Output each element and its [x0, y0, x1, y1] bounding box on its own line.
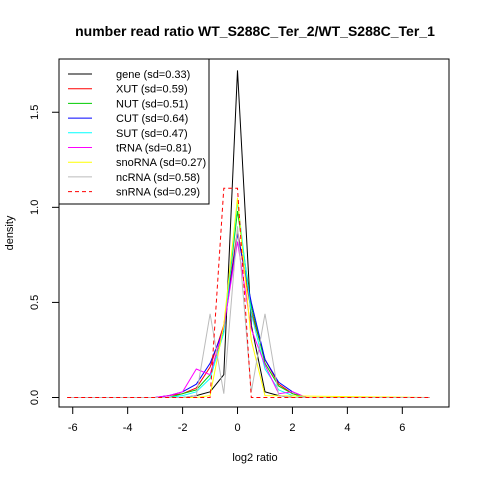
series-layer	[67, 70, 430, 398]
x-tick-label: 6	[399, 422, 405, 434]
x-tick-label: -2	[178, 422, 188, 434]
legend-box	[58, 58, 210, 205]
legend-entry: snRNA (sd=0.29)	[116, 187, 200, 199]
x-axis: -6 -4 -2 0 2 4 6	[68, 406, 405, 434]
chart-title: number read ratio WT_S288C_Ter_2/WT_S288…	[75, 23, 435, 39]
series-line	[67, 197, 430, 398]
x-tick-label: 2	[289, 422, 295, 434]
series-line	[67, 226, 430, 398]
x-axis-label: log2 ratio	[232, 452, 277, 464]
y-tick-label: 0.0	[29, 390, 41, 405]
legend-entry: XUT (sd=0.59)	[116, 84, 188, 96]
series-line	[67, 211, 430, 398]
series-line	[67, 201, 430, 398]
x-tick-label: -6	[68, 422, 78, 434]
legend-entry: tRNA (sd=0.81)	[116, 143, 192, 155]
y-tick-label: 0.5	[29, 295, 41, 310]
legend: gene (sd=0.33) XUT (sd=0.59) NUT (sd=0.51)…	[58, 58, 210, 205]
legend-entry: gene (sd=0.33)	[116, 69, 190, 81]
legend-entry: SUT (sd=0.47)	[116, 128, 188, 140]
y-axis: 0.0 0.5 1.0 1.5	[29, 105, 60, 405]
series-line	[67, 241, 430, 398]
y-tick-label: 1.5	[29, 105, 41, 120]
legend-entry: NUT (sd=0.51)	[116, 98, 188, 110]
x-tick-label: -4	[123, 422, 133, 434]
legend-entry: snoRNA (sd=0.27)	[116, 157, 206, 169]
x-tick-label: 4	[344, 422, 350, 434]
legend-entry: ncRNA (sd=0.58)	[116, 172, 200, 184]
x-tick-label: 0	[234, 422, 240, 434]
y-axis-label: density	[4, 215, 16, 250]
legend-entry: CUT (sd=0.64)	[116, 113, 188, 125]
series-line	[67, 187, 430, 398]
y-tick-label: 1.0	[29, 200, 41, 215]
